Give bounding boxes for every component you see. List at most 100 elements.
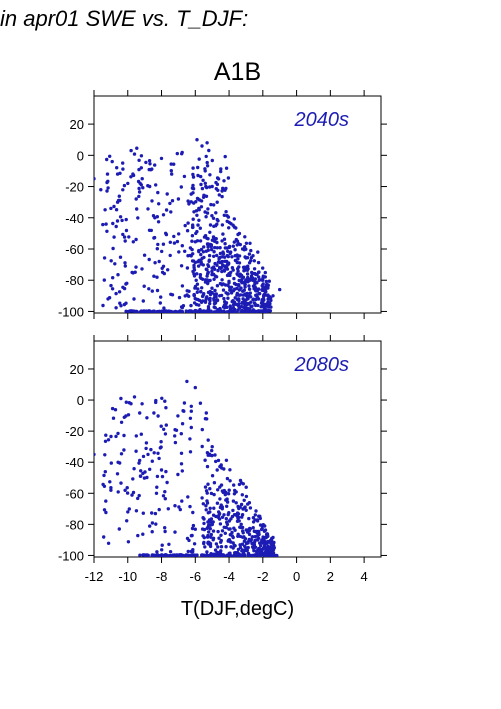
data-point (218, 497, 222, 501)
data-point (261, 276, 265, 280)
data-point (231, 546, 235, 550)
data-point (212, 310, 216, 313)
data-point (160, 548, 164, 552)
data-point (186, 549, 190, 554)
data-point (162, 271, 166, 276)
data-point (232, 310, 236, 313)
data-point (235, 550, 240, 555)
data-point (201, 195, 206, 199)
data-point (122, 183, 127, 188)
data-point (150, 289, 154, 293)
data-point (202, 521, 206, 526)
data-point (242, 305, 247, 310)
data-point (247, 537, 251, 542)
data-point (273, 554, 278, 557)
data-point (222, 237, 227, 241)
data-point (173, 504, 177, 508)
data-point (233, 544, 237, 548)
data-point (224, 210, 228, 214)
data-point (185, 266, 190, 270)
data-point (249, 309, 253, 313)
data-point (104, 510, 108, 515)
data-point (271, 553, 275, 557)
data-point (139, 154, 144, 158)
data-point (155, 275, 159, 279)
data-point (114, 306, 118, 310)
data-point (195, 138, 199, 142)
data-point (262, 544, 267, 548)
data-point (164, 406, 168, 410)
data-point (248, 241, 252, 245)
data-point (229, 517, 233, 521)
y-tick-label: -60 (65, 486, 84, 501)
data-point (167, 309, 171, 313)
data-point (168, 240, 172, 244)
data-point (112, 235, 116, 239)
data-point (230, 255, 234, 259)
data-point (216, 545, 220, 549)
data-point (103, 439, 108, 443)
data-point (173, 434, 177, 438)
data-point (252, 549, 256, 553)
data-point (176, 414, 180, 418)
data-point (206, 511, 210, 515)
data-point (164, 208, 169, 212)
data-point (205, 211, 210, 215)
data-point (269, 298, 273, 303)
data-point (156, 220, 161, 224)
data-point (191, 523, 196, 528)
x-tick-label: -2 (257, 569, 269, 584)
data-point (125, 486, 129, 490)
data-point (189, 192, 193, 196)
data-point (252, 286, 257, 290)
data-point (153, 163, 157, 167)
data-point (158, 301, 162, 305)
data-point (189, 404, 193, 408)
data-point (218, 294, 222, 298)
data-point (257, 530, 261, 534)
data-point (197, 218, 201, 222)
data-point (178, 309, 182, 313)
data-point (221, 186, 225, 190)
data-point (240, 493, 244, 497)
data-point (221, 263, 225, 267)
data-point (205, 160, 209, 165)
data-point (102, 508, 107, 512)
data-point (138, 181, 142, 185)
data-point (237, 515, 241, 520)
data-point (224, 517, 228, 521)
data-point (134, 265, 138, 269)
points-layer (94, 138, 282, 313)
data-point (225, 504, 229, 508)
data-point (241, 531, 245, 535)
data-point (239, 502, 244, 507)
data-point (172, 234, 176, 239)
data-point (126, 510, 130, 514)
data-point (219, 169, 223, 174)
data-point (202, 292, 206, 296)
data-point (236, 532, 240, 536)
data-point (140, 177, 144, 181)
data-point (111, 276, 115, 280)
data-point (131, 173, 136, 178)
data-point (207, 253, 212, 258)
data-point (202, 245, 206, 249)
data-point (134, 449, 138, 453)
data-point (232, 276, 236, 281)
data-point (212, 203, 216, 207)
figure-title: in apr01 SWE vs. T_DJF: (0, 6, 249, 31)
data-point (226, 553, 230, 557)
data-point (112, 204, 116, 209)
data-point (138, 411, 142, 415)
data-point (220, 278, 224, 282)
data-point (188, 437, 192, 441)
data-point (205, 451, 210, 455)
data-point (216, 219, 220, 223)
data-point (207, 541, 212, 545)
data-point (124, 217, 128, 222)
data-point (255, 289, 259, 293)
data-point (106, 297, 110, 301)
data-point (139, 432, 143, 436)
data-point (110, 287, 115, 291)
data-point (249, 248, 253, 253)
